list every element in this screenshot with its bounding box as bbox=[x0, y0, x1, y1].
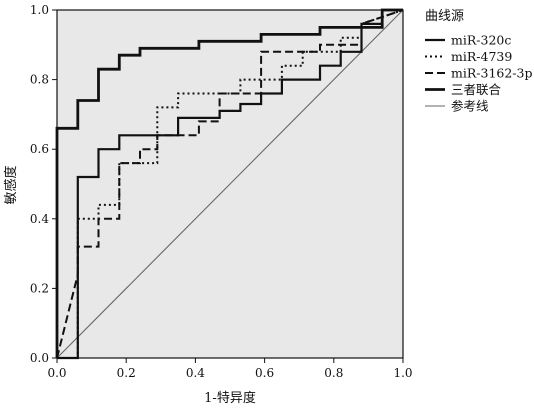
y-tick-label: 0.0 bbox=[30, 351, 49, 365]
x-tick-label: 0.8 bbox=[324, 366, 343, 380]
series-layer bbox=[55, 8, 404, 360]
x-tick-label: 0.4 bbox=[186, 366, 205, 380]
y-tick-label: 0.4 bbox=[30, 212, 49, 226]
legend-label: miR-320c bbox=[451, 33, 511, 48]
legend-label: 参考线 bbox=[451, 99, 489, 114]
x-tick-label: 0.0 bbox=[47, 366, 66, 380]
y-axis-label: 敏感度 bbox=[3, 165, 19, 204]
legend-title: 曲线源 bbox=[425, 9, 464, 24]
x-tick-label: 1.0 bbox=[393, 366, 412, 380]
legend-label: miR-3162-3p bbox=[451, 66, 532, 81]
legend-label: 三者联合 bbox=[451, 82, 502, 97]
tick-labels: 0.0 0.2 0.4 0.6 0.8 1.0 0.0 0.2 0.4 0.6 0.8 1.0 bbox=[30, 3, 413, 380]
plot-frame bbox=[56, 9, 404, 359]
x-tick-label: 0.2 bbox=[117, 366, 136, 380]
series-line-三者联合 bbox=[55, 8, 403, 358]
x-axis-label: 1-特异度 bbox=[204, 390, 256, 406]
y-tick-label: 0.2 bbox=[30, 281, 49, 295]
series-line-mir-320c bbox=[57, 8, 403, 360]
y-tick-label: 0.6 bbox=[30, 142, 49, 156]
x-tick-label: 0.6 bbox=[255, 366, 274, 380]
legend-label: miR-4739 bbox=[451, 49, 512, 64]
series-line-参考线 bbox=[56, 9, 404, 359]
series-line-mir-3162-3p bbox=[56, 9, 404, 359]
y-tick-label: 0.8 bbox=[30, 73, 49, 87]
axes bbox=[52, 9, 404, 363]
y-tick-label: 1.0 bbox=[30, 3, 49, 17]
